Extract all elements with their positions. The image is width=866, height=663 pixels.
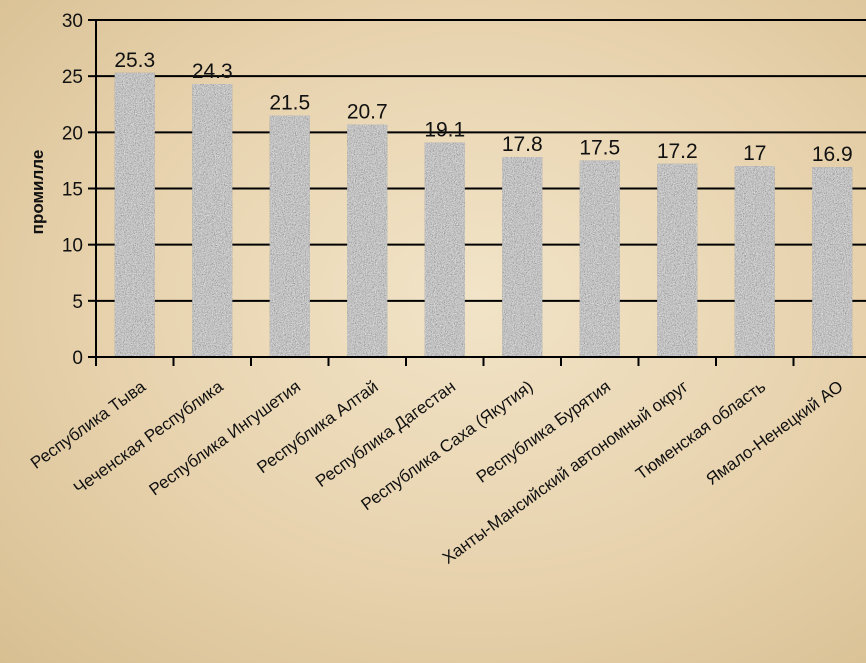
bar-texture (192, 84, 233, 357)
y-axis-title: промилле (28, 150, 47, 235)
bar-texture (812, 167, 853, 357)
bar-texture (502, 157, 543, 357)
data-label: 17.2 (657, 140, 698, 163)
data-label: 16.9 (812, 143, 853, 166)
bar-texture (424, 142, 465, 357)
category-label: Тюменская область (632, 377, 769, 484)
axes (88, 19, 866, 366)
bars (114, 72, 853, 358)
data-label: 17.5 (579, 136, 620, 159)
data-label: 17 (743, 142, 766, 165)
y-tick-label: 30 (62, 11, 83, 32)
data-label: 21.5 (269, 91, 310, 114)
y-tick-label: 15 (62, 180, 83, 201)
category-label: Республика Ингушетия (146, 377, 305, 499)
y-tick-label: 10 (62, 236, 83, 257)
bar-texture (114, 72, 155, 358)
data-label: 20.7 (347, 100, 388, 123)
data-label: 17.8 (502, 133, 543, 156)
category-label: Ямало-Ненецкий АО (703, 377, 847, 489)
data-label: 19.1 (424, 118, 465, 141)
y-tick-label: 5 (72, 292, 83, 313)
category-label: Чеченская Республика (70, 377, 227, 498)
y-tick-label: 25 (62, 67, 83, 88)
bar-texture (579, 160, 620, 357)
category-label: Республика Бурятия (473, 377, 614, 487)
bar-texture (347, 124, 388, 357)
category-label: Республика Дагестан (312, 377, 459, 491)
data-labels: 25.3 24.3 21.5 20.7 19.1 17.8 17.5 17.2 17 16.9 (114, 49, 852, 166)
bar-texture (657, 163, 698, 357)
y-tick-labels: 0 5 10 15 20 25 30 (62, 11, 83, 369)
data-label: 25.3 (114, 49, 155, 72)
data-label: 24.3 (192, 60, 233, 83)
y-tick-label: 0 (72, 348, 83, 369)
bar-texture (269, 115, 310, 357)
y-tick-label: 20 (62, 123, 83, 144)
bar-texture (734, 166, 775, 357)
